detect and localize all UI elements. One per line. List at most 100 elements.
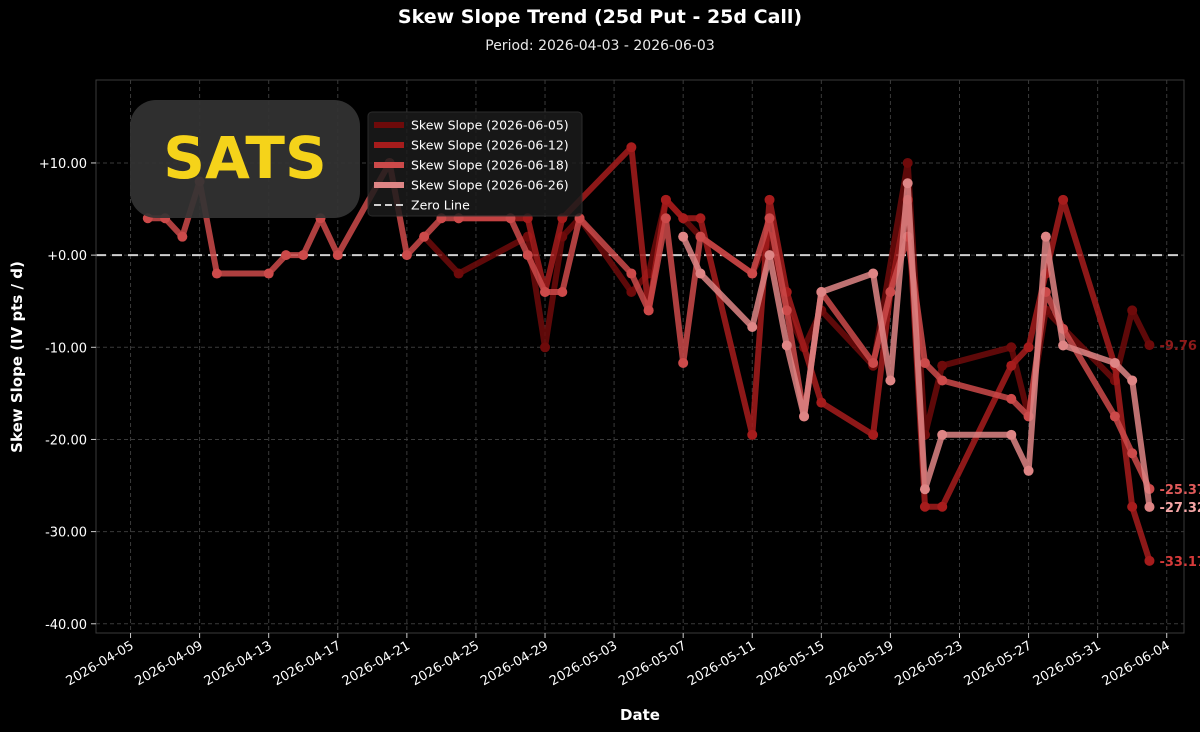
y-tick-label: +10.00 (39, 157, 87, 172)
data-point (1023, 342, 1034, 353)
legend-item: Skew Slope (2026-06-12) (411, 138, 569, 153)
data-point (1006, 393, 1017, 404)
data-point (919, 484, 930, 495)
data-point (211, 268, 222, 279)
data-point (1127, 448, 1138, 459)
x-tick-label: 2026-05-27 (962, 638, 1035, 689)
x-tick-label: 2026-04-21 (340, 638, 413, 689)
x-tick-label: 2026-05-19 (823, 638, 896, 689)
data-point (280, 250, 291, 261)
data-point (695, 268, 706, 279)
data-point (902, 178, 913, 189)
watermark-text: SATS (163, 124, 327, 192)
data-point (540, 286, 551, 297)
data-point (1127, 501, 1138, 512)
data-point (781, 305, 792, 316)
x-tick-label: 2026-05-15 (754, 638, 827, 689)
data-point (1109, 357, 1120, 368)
data-point (453, 268, 464, 279)
data-point (868, 357, 879, 368)
data-point (937, 429, 948, 440)
data-point (747, 429, 758, 440)
data-point (764, 250, 775, 261)
data-point (557, 286, 568, 297)
legend-item: Skew Slope (2026-06-26) (411, 178, 569, 193)
data-point (919, 501, 930, 512)
data-point (643, 305, 654, 316)
data-point (781, 340, 792, 351)
data-point (1040, 231, 1051, 242)
data-point (885, 286, 896, 297)
end-value-label: -27.32 (1159, 501, 1200, 516)
data-point (868, 429, 879, 440)
data-point (816, 397, 827, 408)
data-point (626, 286, 637, 297)
data-point (764, 213, 775, 224)
x-tick-label: 2026-04-09 (133, 638, 206, 689)
data-point (1144, 555, 1155, 566)
data-point (937, 360, 948, 371)
x-tick-label: 2026-05-07 (616, 638, 689, 689)
series-3 (142, 157, 1155, 494)
data-point (937, 501, 948, 512)
x-tick-label: 2026-05-31 (1031, 638, 1104, 689)
data-point (1127, 305, 1138, 316)
x-axis-label: Date (620, 706, 660, 724)
data-point (1127, 375, 1138, 386)
data-point (678, 231, 689, 242)
y-tick-label: -20.00 (45, 433, 87, 448)
data-point (764, 194, 775, 205)
chart-subtitle: Period: 2026-04-03 - 2026-06-03 (485, 38, 715, 54)
x-tick-label: 2026-05-11 (685, 638, 758, 689)
watermark-box (130, 100, 360, 218)
data-point (1006, 429, 1017, 440)
data-point (522, 250, 533, 261)
data-point (816, 286, 827, 297)
end-value-label: -33.17 (1159, 555, 1200, 570)
data-point (1109, 411, 1120, 422)
chart-title: Skew Slope Trend (25d Put - 25d Call) (397, 6, 803, 28)
x-tick-label: 2026-04-29 (478, 638, 551, 689)
x-tick-label: 2026-04-17 (271, 638, 344, 689)
end-value-label: -25.37 (1159, 483, 1200, 498)
data-point (799, 411, 810, 422)
data-point (1144, 501, 1155, 512)
end-value-label: -9.76 (1159, 339, 1196, 354)
x-tick-label: 2026-05-03 (547, 638, 620, 689)
x-tick-label: 2026-04-13 (202, 638, 275, 689)
data-point (902, 157, 913, 168)
series-4 (678, 178, 1155, 512)
data-point (660, 194, 671, 205)
y-tick-label: -40.00 (45, 618, 87, 633)
legend-item: Skew Slope (2026-06-05) (411, 118, 569, 133)
x-tick-label: 2026-04-05 (64, 638, 137, 689)
data-point (332, 250, 343, 261)
legend-item: Zero Line (411, 198, 470, 213)
data-point (626, 268, 637, 279)
data-point (419, 231, 430, 242)
data-point (937, 375, 948, 386)
y-tick-label: +0.00 (47, 249, 87, 264)
data-point (626, 142, 637, 153)
y-tick-label: -10.00 (45, 341, 87, 356)
y-axis-label: Skew Slope (IV pts / d) (8, 261, 26, 453)
data-point (263, 268, 274, 279)
legend-box (367, 111, 583, 217)
data-point (540, 342, 551, 353)
data-point (1058, 194, 1069, 205)
data-point (919, 357, 930, 368)
data-point (695, 231, 706, 242)
x-tick-label: 2026-04-25 (409, 638, 482, 689)
x-tick-label: 2026-05-23 (893, 638, 966, 689)
data-point (1006, 342, 1017, 353)
data-point (678, 357, 689, 368)
x-tick-label: 2026-06-04 (1100, 638, 1173, 689)
data-point (868, 268, 879, 279)
data-point (747, 268, 758, 279)
data-point (1023, 465, 1034, 476)
data-point (678, 213, 689, 224)
data-point (1058, 340, 1069, 351)
plot-frame (95, 79, 1185, 634)
data-point (660, 213, 671, 224)
